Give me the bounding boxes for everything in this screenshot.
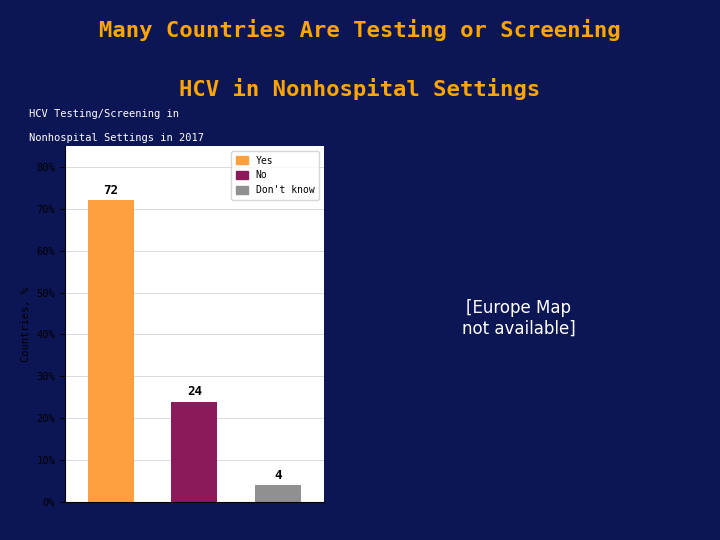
Text: 24: 24 [187,385,202,398]
Text: Nonhospital Settings in 2017: Nonhospital Settings in 2017 [29,133,204,143]
Bar [88,200,134,502]
Legend: Yes, No, Don't know: Yes, No, Don't know [231,151,319,200]
Bar [255,485,301,502]
Text: [Europe Map
not available]: [Europe Map not available] [462,299,575,338]
Text: Many Countries Are Testing or Screening: Many Countries Are Testing or Screening [99,19,621,41]
Text: HCV in Nonhospital Settings: HCV in Nonhospital Settings [179,78,541,99]
Text: HCV Testing/Screening in: HCV Testing/Screening in [29,109,179,119]
Text: 72: 72 [103,184,118,197]
Bar [171,402,217,502]
Text: 4: 4 [274,469,282,482]
Y-axis label: Countries, %: Countries, % [21,287,31,361]
